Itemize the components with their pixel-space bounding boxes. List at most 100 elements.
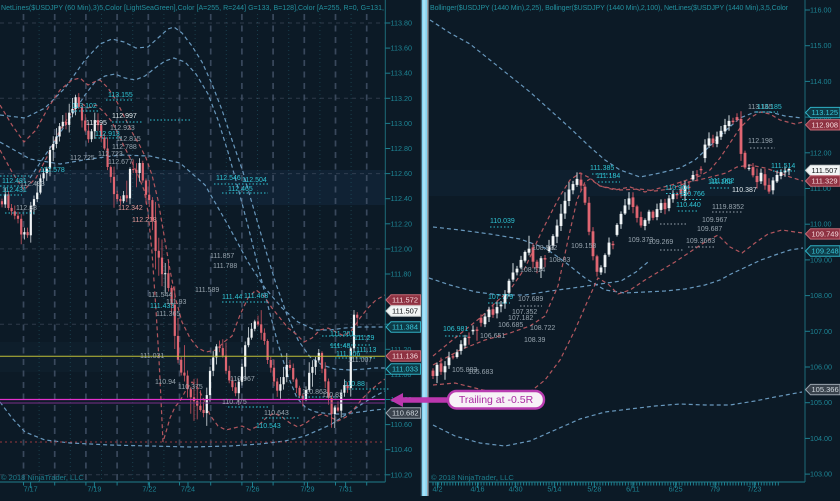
svg-text:106.685: 106.685 [498, 322, 523, 329]
svg-text:111.184: 111.184 [596, 173, 620, 180]
svg-text:109.749: 109.749 [812, 230, 839, 239]
svg-text:111.384: 111.384 [392, 323, 418, 332]
svg-text:4/2: 4/2 [433, 485, 443, 494]
svg-text:112.00: 112.00 [810, 148, 831, 157]
svg-text:112.40: 112.40 [391, 194, 412, 203]
svg-text:7/17: 7/17 [24, 485, 38, 494]
svg-text:112.578: 112.578 [40, 167, 65, 174]
svg-text:116.00: 116.00 [810, 6, 831, 15]
svg-text:6/25: 6/25 [669, 485, 683, 494]
svg-text:112.788: 112.788 [112, 144, 137, 151]
svg-text:108.00: 108.00 [810, 291, 832, 300]
svg-text:115.00: 115.00 [810, 41, 831, 50]
svg-text:110.60: 110.60 [391, 420, 412, 429]
svg-text:6/11: 6/11 [626, 485, 639, 494]
svg-text:7/23: 7/23 [747, 485, 761, 494]
svg-text:112.00: 112.00 [391, 244, 412, 253]
svg-text:112.60: 112.60 [391, 169, 412, 178]
svg-text:106.981: 106.981 [443, 326, 468, 333]
svg-text:110.94: 110.94 [155, 379, 176, 386]
svg-text:107.00: 107.00 [810, 327, 832, 336]
svg-text:105.00: 105.00 [810, 398, 832, 407]
svg-text:112.504: 112.504 [242, 177, 267, 184]
svg-text:110.88: 110.88 [344, 381, 365, 388]
svg-text:110.40: 110.40 [391, 445, 412, 454]
svg-text:110.543: 110.543 [256, 423, 281, 430]
svg-text:111.589: 111.589 [195, 287, 219, 294]
svg-text:104.00: 104.00 [810, 434, 832, 443]
svg-text:7/31: 7/31 [339, 485, 353, 494]
svg-text:108.39: 108.39 [524, 337, 546, 344]
svg-text:112.815: 112.815 [116, 136, 141, 143]
svg-text:109.3663: 109.3663 [686, 238, 715, 245]
svg-text:112.95: 112.95 [86, 120, 107, 127]
svg-text:111.201: 111.201 [330, 331, 354, 338]
svg-text:112.218: 112.218 [132, 217, 157, 224]
svg-text:110.440: 110.440 [676, 202, 701, 209]
svg-text:110.682: 110.682 [392, 409, 419, 418]
svg-text:112.546: 112.546 [216, 175, 241, 182]
svg-text:112.725: 112.725 [70, 155, 95, 162]
svg-text:NetLines($USDJPY (60 Min),3)5,: NetLines($USDJPY (60 Min),3)5,Color [Lig… [1, 5, 384, 12]
svg-text:109.373: 109.373 [628, 237, 653, 244]
svg-text:111.29: 111.29 [354, 335, 374, 342]
svg-text:113.185: 113.185 [757, 104, 782, 111]
svg-text:7/9: 7/9 [710, 485, 720, 494]
svg-text:© 2018 NinjaTrader, LLC: © 2018 NinjaTrader, LLC [1, 473, 84, 482]
svg-text:113.155: 113.155 [108, 92, 133, 99]
svg-text:111.385: 111.385 [590, 165, 614, 172]
svg-text:5/28: 5/28 [587, 485, 601, 494]
svg-text:109.158: 109.158 [571, 243, 596, 250]
svg-text:112.997: 112.997 [112, 113, 137, 120]
svg-text:7/24: 7/24 [181, 485, 195, 494]
svg-text:112.465: 112.465 [228, 186, 253, 193]
svg-text:108.514: 108.514 [520, 267, 545, 274]
svg-text:109.248: 109.248 [812, 247, 839, 256]
svg-text:111.136: 111.136 [392, 352, 418, 361]
svg-text:111.329: 111.329 [812, 177, 838, 186]
svg-text:110.82: 110.82 [322, 392, 343, 399]
svg-text:111.507: 111.507 [392, 307, 418, 316]
svg-text:7/29: 7/29 [301, 485, 315, 494]
svg-text:111.93: 111.93 [166, 299, 186, 306]
svg-text:111.463: 111.463 [244, 293, 268, 300]
svg-text:7/19: 7/19 [87, 485, 101, 494]
svg-text:109.687: 109.687 [697, 226, 722, 233]
svg-text:111.507: 111.507 [812, 166, 838, 175]
svg-text:106.00: 106.00 [810, 363, 832, 372]
svg-text:112.198: 112.198 [748, 138, 773, 145]
svg-text:111.007: 111.007 [348, 357, 372, 364]
svg-text:107.182: 107.182 [508, 315, 533, 322]
svg-text:111.44: 111.44 [222, 294, 242, 301]
svg-text:105.366: 105.366 [812, 385, 839, 394]
svg-text:111.365: 111.365 [156, 311, 180, 318]
svg-text:113.80: 113.80 [391, 19, 412, 28]
svg-text:107.689: 107.689 [518, 296, 543, 303]
svg-text:Trailing at -0.5R: Trailing at -0.5R [459, 394, 534, 406]
svg-text:113.125: 113.125 [812, 108, 839, 117]
svg-text:111.572: 111.572 [392, 296, 418, 305]
svg-text:1119.8352: 1119.8352 [712, 204, 744, 211]
svg-text:112.677: 112.677 [108, 159, 133, 166]
svg-text:111.48: 111.48 [330, 343, 350, 350]
svg-text:7/22: 7/22 [142, 485, 156, 494]
svg-text:112.481: 112.481 [2, 178, 27, 185]
svg-text:110.039: 110.039 [490, 218, 515, 225]
svg-text:112.723: 112.723 [98, 151, 123, 158]
svg-text:112.20: 112.20 [391, 219, 412, 228]
svg-text:103.00: 103.00 [810, 470, 832, 479]
svg-text:111.033: 111.033 [392, 365, 418, 374]
svg-text:112.431: 112.431 [2, 187, 27, 194]
svg-text:110.967: 110.967 [230, 376, 255, 383]
svg-text:111.514: 111.514 [771, 163, 795, 170]
svg-text:112.908: 112.908 [812, 120, 839, 129]
svg-text:106.651: 106.651 [480, 333, 505, 340]
svg-text:111.062: 111.062 [710, 178, 734, 185]
svg-text:5/14: 5/14 [547, 485, 561, 494]
svg-text:7/26: 7/26 [246, 485, 260, 494]
svg-text:111.857: 111.857 [210, 253, 234, 260]
svg-text:108.83: 108.83 [549, 257, 571, 264]
svg-text:113.40: 113.40 [391, 69, 412, 78]
svg-text:108.722: 108.722 [530, 325, 555, 332]
svg-text:111.13: 111.13 [356, 347, 376, 354]
